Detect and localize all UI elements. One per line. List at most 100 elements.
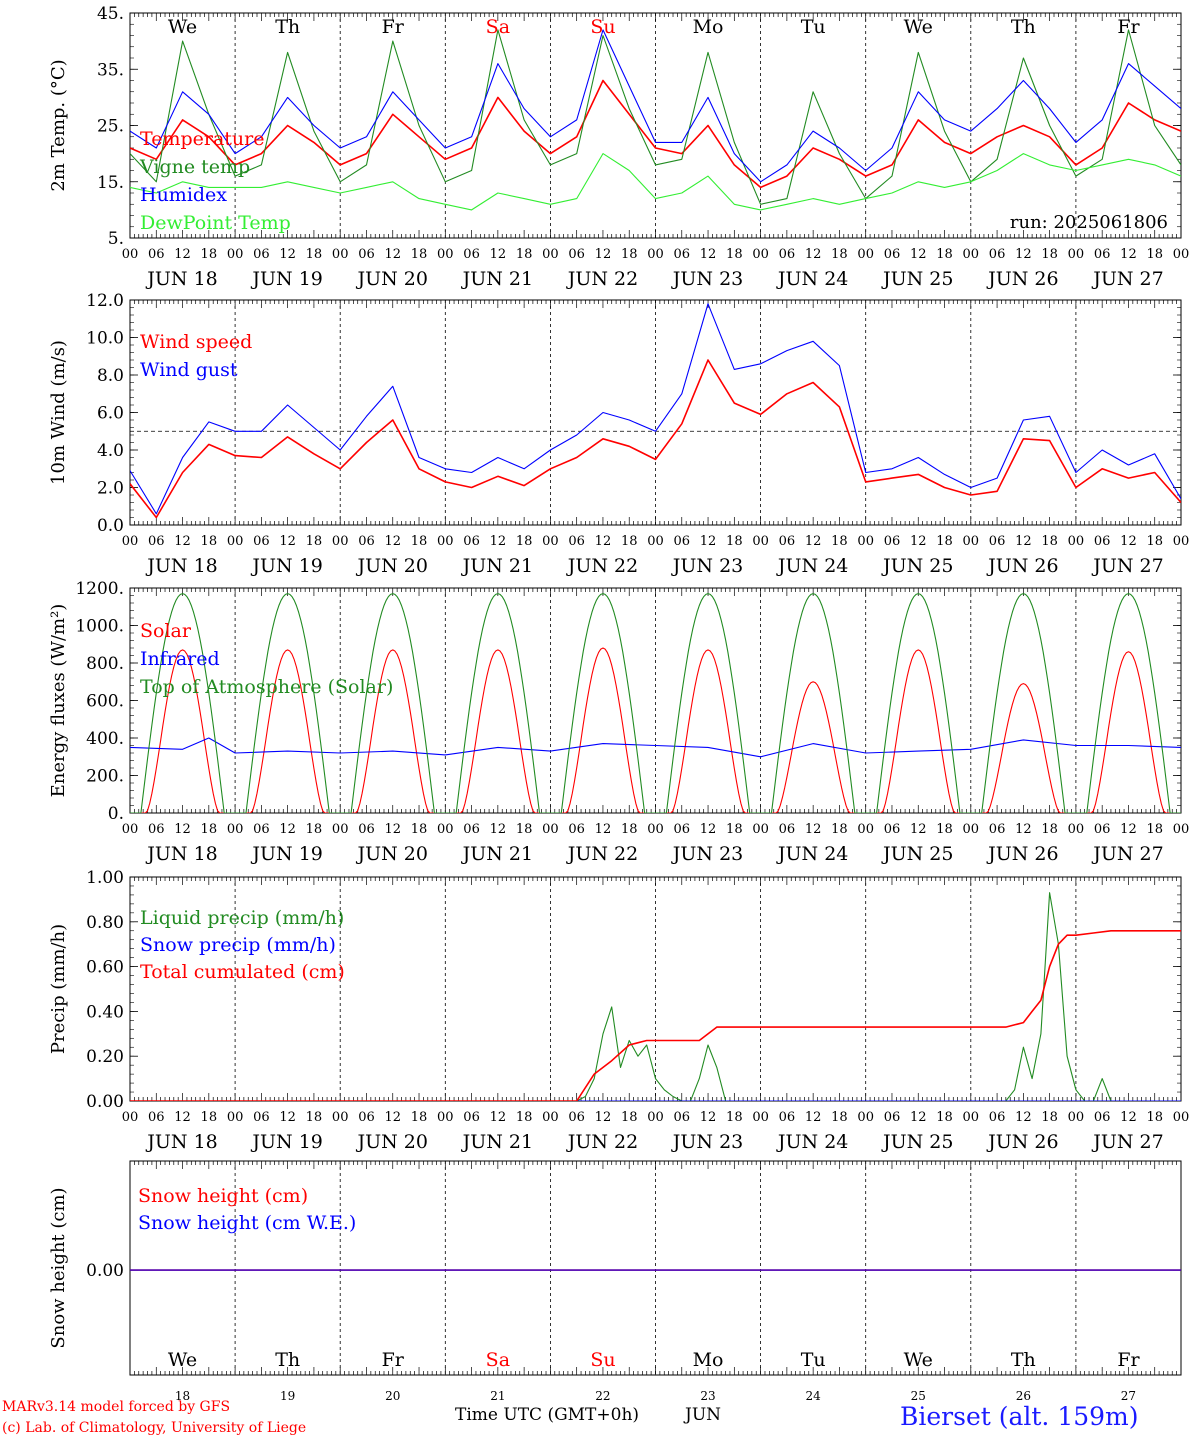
- date-label: JUN 22: [566, 555, 638, 577]
- panel-frame: [129, 299, 1182, 526]
- hour-label: 00: [1068, 1110, 1085, 1125]
- hour-label: 12: [805, 534, 822, 549]
- hour-label: 06: [989, 1110, 1006, 1125]
- hour-label: 12: [805, 247, 822, 262]
- hour-label: 06: [253, 534, 270, 549]
- hour-label: 18: [936, 1110, 953, 1125]
- series-group: [130, 303, 1181, 519]
- hour-label: 18: [726, 534, 743, 549]
- date-label: JUN 19: [250, 1131, 322, 1153]
- hour-label: 18: [936, 822, 953, 837]
- legend-entry: Vigne temp: [139, 156, 250, 178]
- date-label: JUN 24: [776, 843, 848, 865]
- legend-entry: Solar: [140, 620, 192, 642]
- hour-label: 06: [1094, 1110, 1111, 1125]
- hour-label: 00: [963, 247, 980, 262]
- date-label: JUN 20: [356, 268, 428, 290]
- hour-label: 00: [227, 822, 244, 837]
- y-tick-label: 1000.: [75, 617, 124, 637]
- hour-label: 06: [148, 247, 165, 262]
- hour-label: 06: [989, 247, 1006, 262]
- weekday-label: Th: [275, 16, 300, 38]
- y-tick-label: 2.0: [97, 479, 124, 499]
- weekday-label: We: [168, 1349, 197, 1371]
- date-label: JUN 21: [461, 268, 533, 290]
- date-label: JUN 25: [881, 1131, 953, 1153]
- weekday-label: We: [168, 16, 197, 38]
- hour-label: 06: [674, 1110, 691, 1125]
- hour-label: 18: [306, 534, 323, 549]
- date-label: JUN 23: [671, 555, 743, 577]
- hour-label: 18: [201, 247, 218, 262]
- day-number-label: 18: [175, 1389, 190, 1403]
- y-tick-label: 15.: [97, 173, 124, 193]
- hour-label: 18: [726, 1110, 743, 1125]
- hour-label: 12: [279, 247, 296, 262]
- panel-frame: [129, 587, 1182, 814]
- weekday-label: Sa: [486, 1349, 510, 1371]
- hour-label: 06: [779, 247, 796, 262]
- series-group: [130, 593, 1181, 813]
- y-tick-label: 35.: [97, 60, 124, 80]
- panel-5: 0.00 Snow height (cm) Snow height (cm) Snow…: [48, 1160, 1182, 1403]
- y-tick-label: 1.00: [86, 868, 124, 888]
- date-label: JUN 26: [986, 843, 1058, 865]
- hour-label: 18: [1041, 822, 1058, 837]
- y-axis-label: Snow height (cm): [48, 1187, 69, 1348]
- hour-label: 00: [1173, 822, 1190, 837]
- series-group: [130, 892, 1181, 1101]
- hour-label: 00: [857, 534, 874, 549]
- date-label: JUN 23: [671, 1131, 743, 1153]
- hour-label: 00: [1173, 534, 1190, 549]
- series-line-solar: [130, 647, 1181, 813]
- date-label: JUN 24: [776, 268, 848, 290]
- hour-label: 12: [1120, 534, 1137, 549]
- hour-label: 18: [831, 534, 848, 549]
- weekday-label: We: [904, 1349, 933, 1371]
- hour-label: 00: [122, 1110, 139, 1125]
- date-label: JUN 25: [881, 843, 953, 865]
- hour-label: 06: [253, 1110, 270, 1125]
- hour-label: 12: [805, 1110, 822, 1125]
- day-number-label: 26: [1016, 1389, 1031, 1403]
- weekday-label: Mo: [693, 1349, 724, 1371]
- y-axis-label: Precip (mm/h): [48, 924, 69, 1054]
- y-tick-label: 0.40: [86, 1002, 124, 1022]
- hour-label: 06: [779, 1110, 796, 1125]
- legend-entry: Snow height (cm W.E.): [138, 1212, 356, 1234]
- hour-label: 18: [201, 1110, 218, 1125]
- date-label: JUN 20: [356, 1131, 428, 1153]
- series-line-dewpoint-temp: [130, 153, 1181, 211]
- hour-label: 18: [936, 534, 953, 549]
- hour-label: 06: [1094, 247, 1111, 262]
- day-number-label: 19: [280, 1389, 295, 1403]
- hour-label: 06: [253, 822, 270, 837]
- weekday-label: Th: [275, 1349, 300, 1371]
- hour-label: 12: [595, 1110, 612, 1125]
- hour-label: 12: [279, 822, 296, 837]
- date-label: JUN 18: [145, 843, 217, 865]
- hour-label: 06: [148, 1110, 165, 1125]
- hour-label: 06: [568, 534, 585, 549]
- hour-label: 12: [1120, 822, 1137, 837]
- hour-label: 12: [384, 534, 401, 549]
- hour-label: 12: [595, 534, 612, 549]
- date-label: JUN 27: [1091, 843, 1163, 865]
- station-label: Bierset (alt. 159m): [900, 1402, 1139, 1431]
- date-label: JUN 22: [566, 843, 638, 865]
- hour-label: 18: [411, 534, 428, 549]
- hour-label: 06: [358, 1110, 375, 1125]
- y-tick-label: 0.60: [86, 958, 124, 978]
- hour-label: 12: [490, 534, 507, 549]
- legend-entry: Liquid precip (mm/h): [140, 907, 344, 929]
- date-label: JUN 23: [671, 268, 743, 290]
- date-label: JUN 20: [356, 555, 428, 577]
- hour-label: 06: [568, 1110, 585, 1125]
- hour-label: 18: [306, 1110, 323, 1125]
- hour-label: 18: [621, 534, 638, 549]
- date-label: JUN 26: [986, 268, 1058, 290]
- hour-label: 00: [332, 1110, 349, 1125]
- hour-label: 00: [857, 247, 874, 262]
- hour-label: 18: [1146, 247, 1163, 262]
- panel-4: 0.00 0.20 0.40 0.60 0.80 1.00 Precip (mm/h) Liq…: [48, 868, 1189, 1153]
